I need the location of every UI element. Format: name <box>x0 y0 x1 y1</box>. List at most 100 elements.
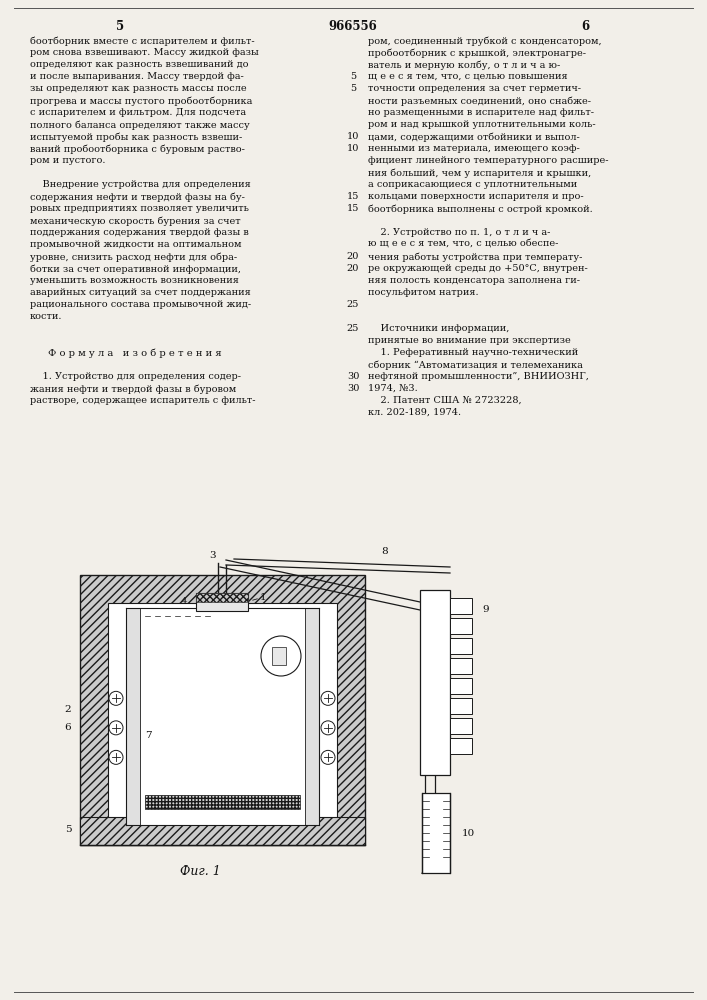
Circle shape <box>109 721 123 735</box>
Text: боотборник вместе с испарителем и фильт-: боотборник вместе с испарителем и фильт- <box>30 36 255 45</box>
Text: 10: 10 <box>462 828 474 838</box>
Text: фициент линейного температурного расшире-: фициент линейного температурного расшире… <box>368 156 609 165</box>
Text: 25: 25 <box>347 324 359 333</box>
Text: 2. Устройство по п. 1, о т л и ч а-: 2. Устройство по п. 1, о т л и ч а- <box>368 228 550 237</box>
Text: ю щ е е с я тем, что, с целью обеспе-: ю щ е е с я тем, что, с целью обеспе- <box>368 240 559 249</box>
Text: кости.: кости. <box>30 312 62 321</box>
Text: боотборника выполнены с острой кромкой.: боотборника выполнены с острой кромкой. <box>368 204 592 214</box>
Text: Фиг. 1: Фиг. 1 <box>180 865 221 878</box>
Text: ности разъемных соединений, оно снабже-: ности разъемных соединений, оно снабже- <box>368 96 591 105</box>
Text: 2: 2 <box>64 706 71 714</box>
Text: няя полость конденсатора заполнена ги-: няя полость конденсатора заполнена ги- <box>368 276 580 285</box>
Text: уменьшить возможность возникновения: уменьшить возможность возникновения <box>30 276 239 285</box>
Text: 25: 25 <box>347 300 359 309</box>
Text: ром снова взвешивают. Массу жидкой фазы: ром снова взвешивают. Массу жидкой фазы <box>30 48 259 57</box>
Text: ром, соединенный трубкой с конденсатором,: ром, соединенный трубкой с конденсатором… <box>368 36 602 45</box>
Text: 20: 20 <box>347 252 359 261</box>
Text: 10: 10 <box>347 144 359 153</box>
Text: точности определения за счет герметич-: точности определения за счет герметич- <box>368 84 581 93</box>
Text: ботки за счет оперативной информации,: ботки за счет оперативной информации, <box>30 264 241 273</box>
Text: 10: 10 <box>347 132 359 141</box>
Text: посульфитом натрия.: посульфитом натрия. <box>368 288 479 297</box>
Text: уровне, снизить расход нефти для обра-: уровне, снизить расход нефти для обра- <box>30 252 237 261</box>
Text: 5: 5 <box>350 72 356 81</box>
Bar <box>145 795 300 809</box>
Text: 9: 9 <box>483 605 489 614</box>
Bar <box>272 647 286 665</box>
Text: аварийных ситуаций за счет поддержания: аварийных ситуаций за счет поддержания <box>30 288 251 297</box>
Bar <box>196 593 248 611</box>
Circle shape <box>109 750 123 764</box>
Text: ваний пробоотборника с буровым раство-: ваний пробоотборника с буровым раство- <box>30 144 245 153</box>
Text: ром и пустого.: ром и пустого. <box>30 156 105 165</box>
Text: 6: 6 <box>64 723 71 732</box>
Bar <box>140 608 305 825</box>
Bar <box>80 817 365 845</box>
Text: но размещенными в испарителе над фильт-: но размещенными в испарителе над фильт- <box>368 108 594 117</box>
Circle shape <box>321 721 335 735</box>
Text: Источники информации,: Источники информации, <box>368 324 509 333</box>
Text: поддержания содержания твердой фазы в: поддержания содержания твердой фазы в <box>30 228 249 237</box>
Text: 966556: 966556 <box>329 20 378 33</box>
Text: содержания нефти и твердой фазы на бу-: содержания нефти и твердой фазы на бу- <box>30 192 245 202</box>
Text: 8: 8 <box>382 546 388 556</box>
Text: 1: 1 <box>259 593 267 602</box>
Text: 20: 20 <box>347 264 359 273</box>
Text: щ е е с я тем, что, с целью повышения: щ е е с я тем, что, с целью повышения <box>368 72 568 81</box>
Text: 30: 30 <box>347 372 359 381</box>
Circle shape <box>109 691 123 705</box>
Text: принятые во внимание при экспертизе: принятые во внимание при экспертизе <box>368 336 571 345</box>
Text: с испарителем и фильтром. Для подсчета: с испарителем и фильтром. Для подсчета <box>30 108 246 117</box>
Text: 6: 6 <box>581 20 589 33</box>
Text: ненными из материала, имеющего коэф-: ненными из материала, имеющего коэф- <box>368 144 580 153</box>
Text: 4: 4 <box>181 596 187 605</box>
Text: ния больший, чем у испарителя и крышки,: ния больший, чем у испарителя и крышки, <box>368 168 591 178</box>
Bar <box>126 608 140 825</box>
Text: ватель и мерную колбу, о т л и ч а ю-: ватель и мерную колбу, о т л и ч а ю- <box>368 60 560 70</box>
Text: 1. Устройство для определения содер-: 1. Устройство для определения содер- <box>30 372 241 381</box>
Text: рационального состава промывочной жид-: рационального состава промывочной жид- <box>30 300 251 309</box>
Bar <box>422 793 450 873</box>
Text: растворе, содержащее испаритель с фильт-: растворе, содержащее испаритель с фильт- <box>30 396 255 405</box>
Text: Ф о р м у л а   и з о б р е т е н и я: Ф о р м у л а и з о б р е т е н и я <box>48 348 221 358</box>
Text: 15: 15 <box>347 204 359 213</box>
Bar <box>450 658 472 674</box>
Text: Внедрение устройства для определения: Внедрение устройства для определения <box>30 180 251 189</box>
Bar <box>450 718 472 734</box>
Bar <box>420 590 450 775</box>
Text: кл. 202-189, 1974.: кл. 202-189, 1974. <box>368 408 461 417</box>
Text: а соприкасающиеся с уплотнительными: а соприкасающиеся с уплотнительными <box>368 180 577 189</box>
Text: ровых предприятиях позволяет увеличить: ровых предприятиях позволяет увеличить <box>30 204 249 213</box>
Text: 2. Патент США № 2723228,: 2. Патент США № 2723228, <box>368 396 522 405</box>
Circle shape <box>321 691 335 705</box>
Text: 1974, №3.: 1974, №3. <box>368 384 418 393</box>
Bar <box>450 598 472 614</box>
Text: полного баланса определяют также массу: полного баланса определяют также массу <box>30 120 250 129</box>
Text: 30: 30 <box>347 384 359 393</box>
Text: нефтяной промышленности”, ВНИИОЗНГ,: нефтяной промышленности”, ВНИИОЗНГ, <box>368 372 589 381</box>
Text: зы определяют как разность массы после: зы определяют как разность массы после <box>30 84 247 93</box>
Text: 5: 5 <box>64 826 71 834</box>
Text: прогрева и массы пустого пробоотборника: прогрева и массы пустого пробоотборника <box>30 96 252 105</box>
Bar <box>450 698 472 714</box>
Text: жания нефти и твердой фазы в буровом: жания нефти и твердой фазы в буровом <box>30 384 236 393</box>
Text: 7: 7 <box>145 732 151 740</box>
Text: промывочной жидкости на оптимальном: промывочной жидкости на оптимальном <box>30 240 242 249</box>
Text: и после выпаривания. Массу твердой фа-: и после выпаривания. Массу твердой фа- <box>30 72 244 81</box>
Text: цами, содержащими отбойники и выпол-: цами, содержащими отбойники и выпол- <box>368 132 580 141</box>
Bar <box>450 738 472 754</box>
Circle shape <box>321 750 335 764</box>
Text: чения работы устройства при температу-: чения работы устройства при температу- <box>368 252 583 261</box>
Text: ре окружающей среды до +50°С, внутрен-: ре окружающей среды до +50°С, внутрен- <box>368 264 588 273</box>
Text: механическую скорость бурения за счет: механическую скорость бурения за счет <box>30 216 240 226</box>
Bar <box>196 593 248 602</box>
Bar <box>450 618 472 634</box>
Text: сборник “Автоматизация и телемеханика: сборник “Автоматизация и телемеханика <box>368 360 583 369</box>
Bar <box>108 603 337 830</box>
Text: ром и над крышкой уплотнительными коль-: ром и над крышкой уплотнительными коль- <box>368 120 595 129</box>
Text: 1. Реферативный научно-технический: 1. Реферативный научно-технический <box>368 348 578 357</box>
Text: 3: 3 <box>210 550 216 560</box>
Text: 5: 5 <box>350 84 356 93</box>
Bar <box>450 678 472 694</box>
Circle shape <box>261 636 301 676</box>
